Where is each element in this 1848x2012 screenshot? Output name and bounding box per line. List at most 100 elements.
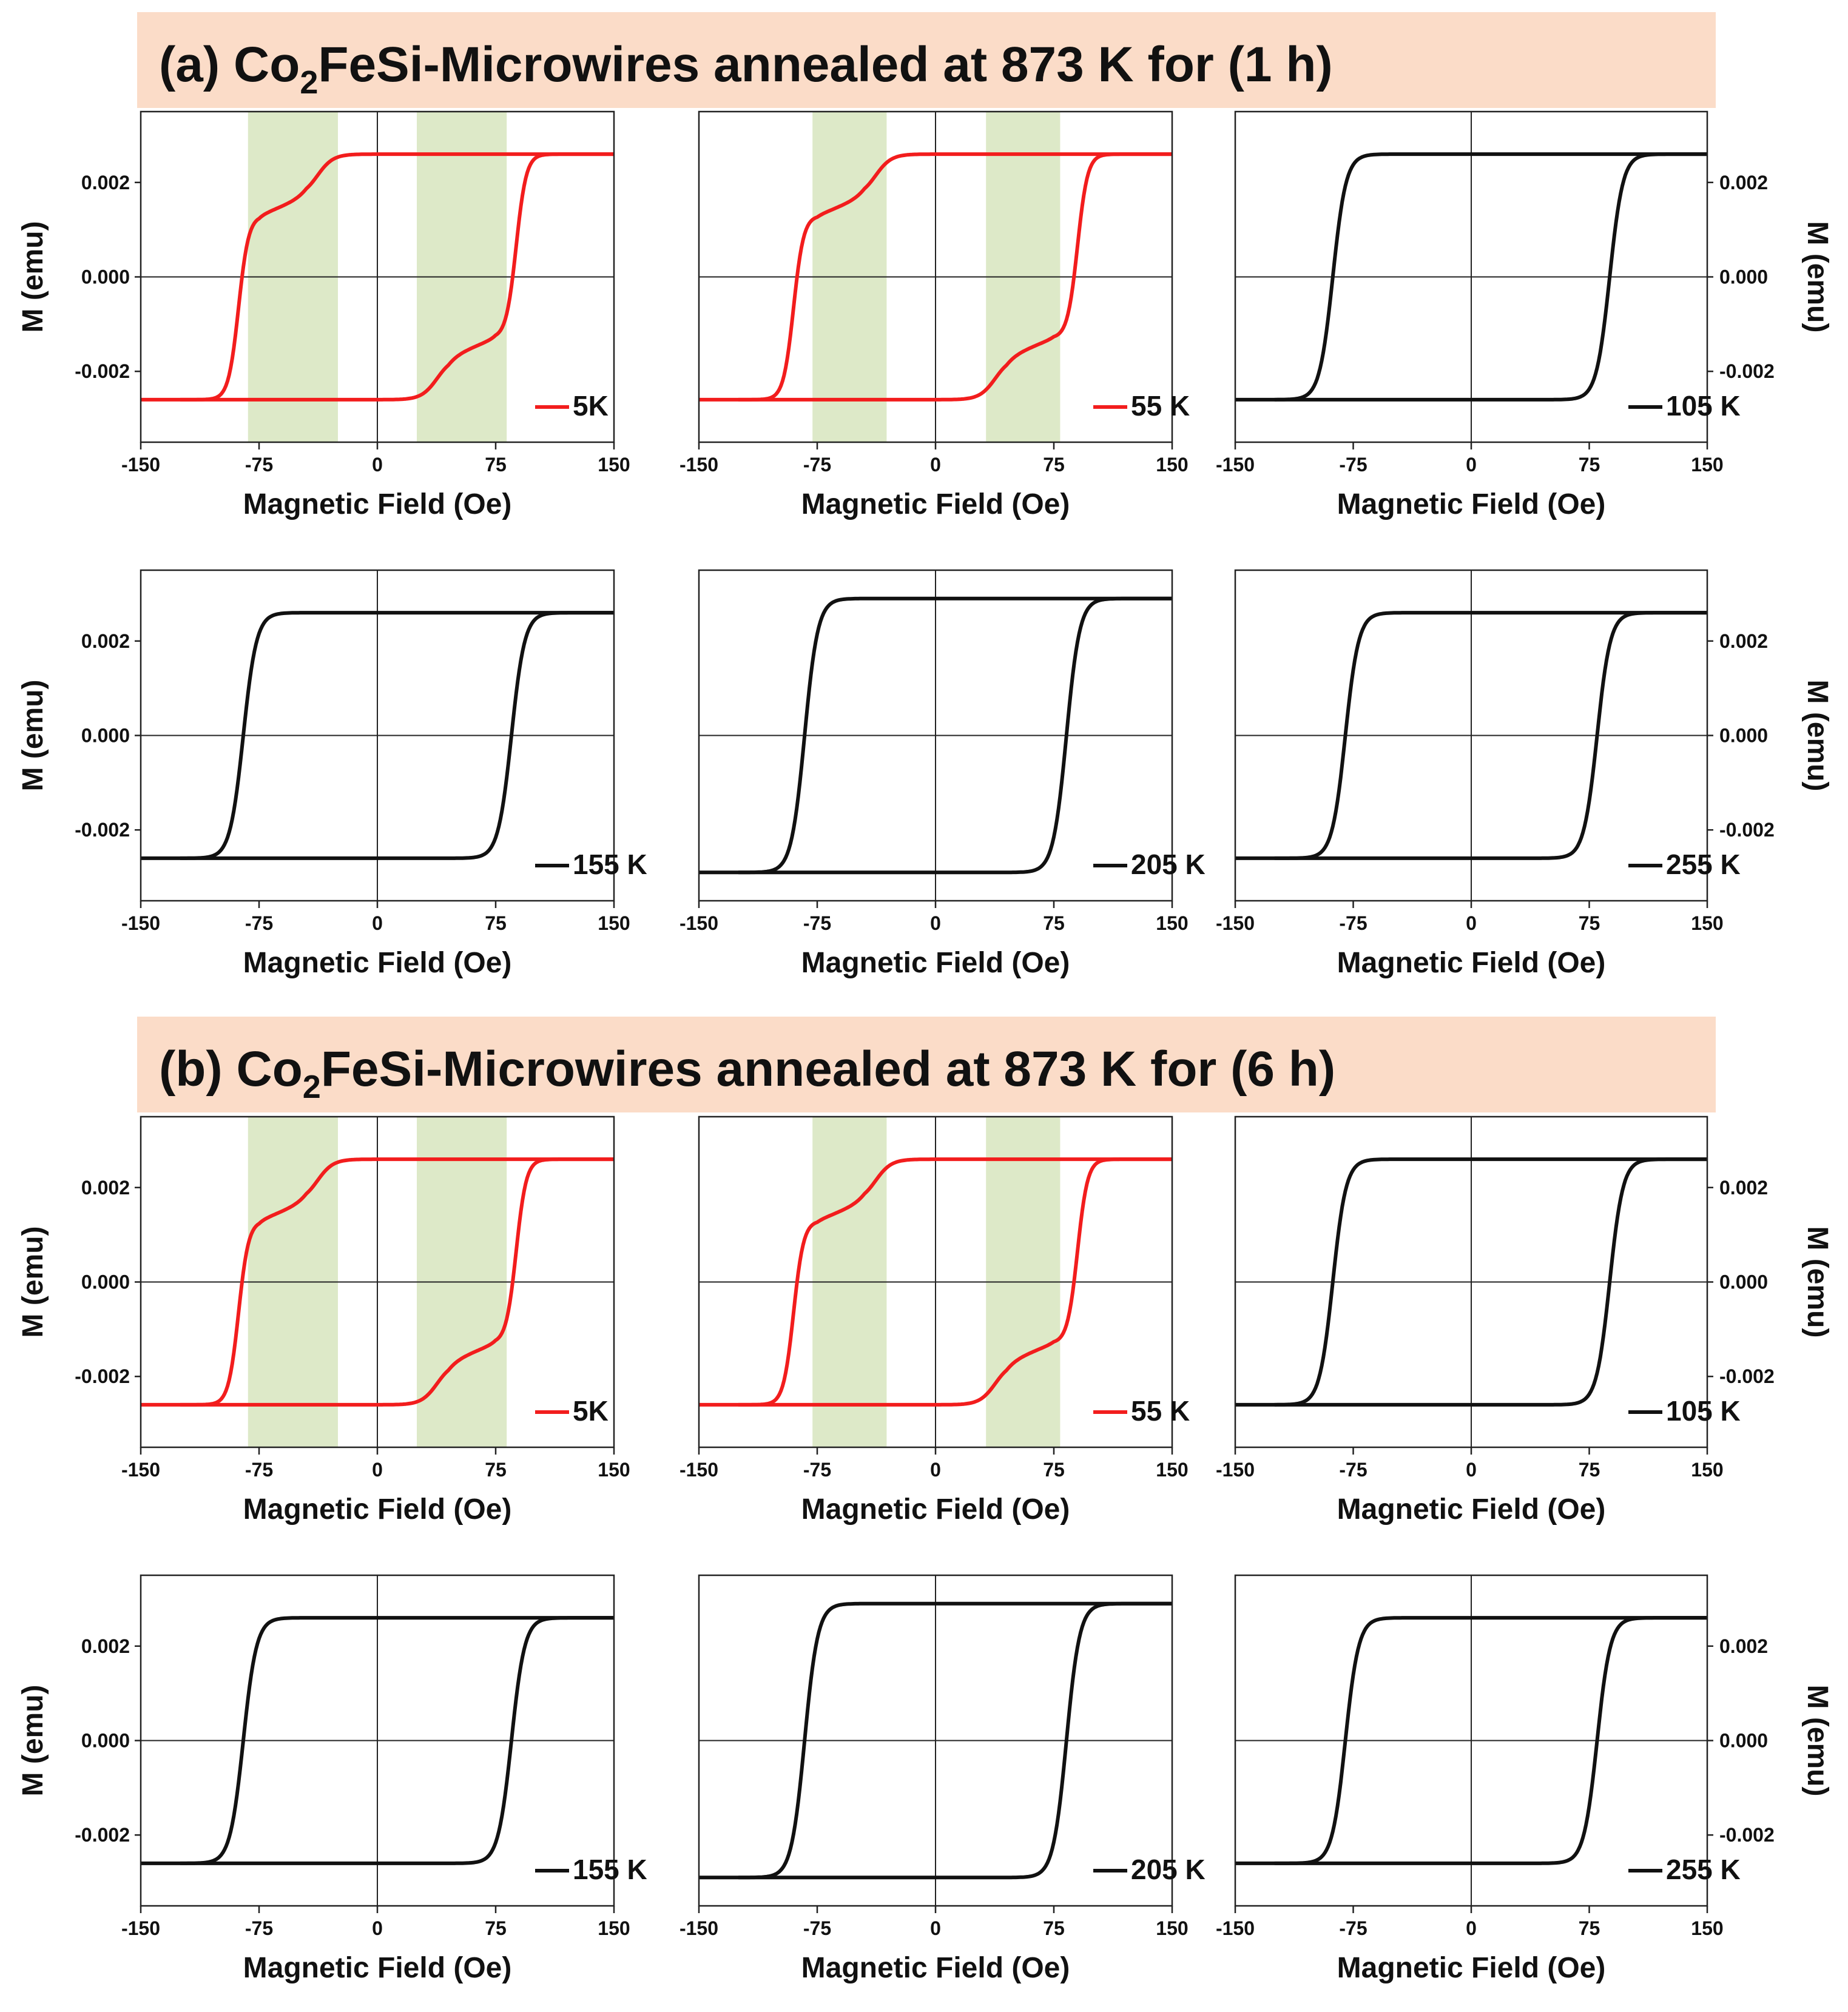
y-tick-label: 0.000	[1719, 725, 1768, 747]
x-tick-label: 0	[372, 1459, 383, 1481]
y-tick-label: 0.000	[81, 1730, 130, 1752]
panel-b-5: -150 -75 0 75 150 Magnetic Field (Oe) 205 K	[680, 1574, 1206, 1984]
panel-b-3: -150 -75 0 75 150 0.002 0.000 -0.002 Magnetic Fi…	[1216, 1115, 1833, 1526]
legend-label: 55 K	[1131, 390, 1190, 422]
x-tick-label: 75	[1043, 1459, 1065, 1481]
hysteresis-branch-down	[699, 596, 1172, 875]
legend-label: 155 K	[573, 1854, 647, 1885]
hysteresis-branch-down	[699, 152, 1172, 402]
x-tick-label: -75	[245, 912, 273, 934]
hysteresis-branch-down	[1235, 1616, 1707, 1865]
y-tick-label: -0.002	[75, 1365, 130, 1387]
section-title-prefix: (a) Co	[159, 37, 300, 92]
x-tick-label: -150	[680, 454, 718, 476]
x-tick-label: 150	[1691, 912, 1723, 934]
section-title-prefix: (b) Co	[159, 1041, 303, 1097]
panel-a-3: -150 -75 0 75 150 0.002 0.000 -0.002 Magnetic Fi…	[1216, 110, 1833, 520]
x-tick-label: 0	[930, 1459, 941, 1481]
x-tick-label: -75	[1339, 912, 1367, 934]
legend-label: 255 K	[1666, 849, 1741, 880]
x-tick-label: 0	[1466, 1459, 1477, 1481]
hysteresis-branch-up	[738, 152, 1172, 402]
x-tick-label: 75	[485, 454, 507, 476]
x-tick-label: -75	[245, 1459, 273, 1481]
x-tick-label: -150	[121, 454, 160, 476]
x-tick-label: -150	[680, 1917, 718, 1939]
x-axis-label: Magnetic Field (Oe)	[801, 1952, 1070, 1984]
x-tick-label: 75	[1043, 912, 1065, 934]
panel-a-6: -150 -75 0 75 150 0.002 0.000 -0.002 Magnetic Fi…	[1216, 569, 1833, 979]
x-tick-label: 150	[1691, 1459, 1723, 1481]
x-tick-label: 150	[1156, 1917, 1188, 1939]
y-tick-label: 0.000	[1719, 266, 1768, 288]
hysteresis-branch-down	[141, 1616, 614, 1865]
y-tick-label: 0.002	[81, 1177, 130, 1199]
x-tick-label: -75	[1339, 1917, 1367, 1939]
panel-b-1: -150 -75 0 75 150 0.002 0.000 -0.002 Magnetic Fi…	[17, 1115, 630, 1526]
x-tick-label: 150	[1691, 1917, 1723, 1939]
y-tick-label: -0.002	[1719, 819, 1775, 841]
y-tick-label: 0.000	[81, 1271, 130, 1293]
y-tick-label: 0.002	[81, 1635, 130, 1657]
x-tick-label: 75	[1579, 454, 1600, 476]
section-title-b: (b) Co2FeSi-Microwires annealed at 873 K…	[159, 1041, 1335, 1105]
x-tick-label: 150	[598, 1917, 630, 1939]
y-tick-label: 0.002	[1719, 630, 1768, 652]
section-title-suffix: FeSi-Microwires annealed at 873 K for (1…	[318, 37, 1332, 92]
y-tick-label: 0.002	[1719, 1177, 1768, 1199]
y-tick-label: 0.002	[81, 630, 130, 652]
y-axis-label: M (emu)	[1801, 1226, 1833, 1338]
x-axis-label: Magnetic Field (Oe)	[801, 488, 1070, 520]
x-tick-label: -150	[680, 912, 718, 934]
hysteresis-branch-up	[180, 1616, 614, 1865]
legend-label: 205 K	[1131, 849, 1206, 880]
hysteresis-branch-up	[1274, 1157, 1707, 1407]
section-title-subscript: 2	[303, 1069, 321, 1105]
y-tick-label: 0.002	[1719, 1635, 1768, 1657]
y-tick-label: 0.002	[1719, 172, 1768, 193]
y-axis-label: M (emu)	[17, 1685, 49, 1797]
y-axis-label: M (emu)	[1801, 221, 1833, 333]
y-tick-label: 0.000	[81, 266, 130, 288]
hysteresis-branch-down	[1235, 1157, 1707, 1407]
legend-label: 5K	[573, 1395, 609, 1427]
x-tick-label: -150	[680, 1459, 718, 1481]
x-axis-label: Magnetic Field (Oe)	[1337, 1493, 1606, 1526]
y-axis-label: M (emu)	[17, 221, 49, 333]
x-tick-label: 75	[1043, 454, 1065, 476]
y-tick-label: 0.000	[81, 725, 130, 747]
x-tick-label: -75	[245, 1917, 273, 1939]
section-banner-a	[137, 12, 1716, 108]
x-axis-label: Magnetic Field (Oe)	[243, 1493, 512, 1526]
panel-a-5: -150 -75 0 75 150 Magnetic Field (Oe) 205 K	[680, 569, 1206, 979]
y-tick-label: -0.002	[1719, 1365, 1775, 1387]
x-tick-label: 75	[1579, 1917, 1600, 1939]
x-tick-label: 75	[485, 1917, 507, 1939]
x-tick-label: -75	[803, 1917, 831, 1939]
x-tick-label: -150	[1216, 1459, 1255, 1481]
x-tick-label: 75	[485, 1459, 507, 1481]
hysteresis-branch-up	[738, 1157, 1172, 1407]
y-axis-label: M (emu)	[17, 680, 49, 792]
y-axis-label: M (emu)	[17, 1226, 49, 1338]
x-tick-label: 150	[1156, 1459, 1188, 1481]
x-tick-label: -75	[803, 912, 831, 934]
legend-label: 205 K	[1131, 1854, 1206, 1885]
x-tick-label: -150	[1216, 454, 1255, 476]
y-tick-label: -0.002	[75, 819, 130, 841]
x-tick-label: 0	[1466, 1917, 1477, 1939]
x-tick-label: 0	[372, 454, 383, 476]
legend-label: 105 K	[1666, 1395, 1741, 1427]
x-tick-label: -150	[1216, 1917, 1255, 1939]
hysteresis-branch-up	[180, 611, 614, 860]
y-tick-label: -0.002	[1719, 360, 1775, 382]
y-axis-label: M (emu)	[1801, 680, 1833, 792]
x-tick-label: 75	[1043, 1917, 1065, 1939]
x-tick-label: 150	[1156, 912, 1188, 934]
y-tick-label: 0.000	[1719, 1271, 1768, 1293]
panel-a-2: -150 -75 0 75 150 Magnetic Field (Oe) 55 K	[680, 110, 1190, 520]
x-tick-label: 150	[1156, 454, 1188, 476]
x-tick-label: 150	[598, 1459, 630, 1481]
section-banner-b	[137, 1017, 1716, 1112]
